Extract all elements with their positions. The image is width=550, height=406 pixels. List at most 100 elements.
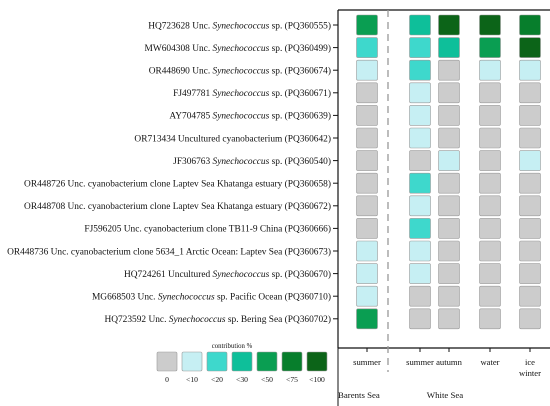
row-label: OR448736 Unc. cyanobacterium clone 5634_… bbox=[7, 246, 331, 257]
group-label: Barents Sea bbox=[338, 390, 380, 400]
column-label: summer bbox=[406, 357, 434, 367]
column-label: autumn bbox=[436, 357, 462, 367]
heatmap-cell bbox=[438, 195, 460, 217]
heatmap-cell bbox=[409, 172, 431, 194]
row-label-part: OR448736 Unc. cyanobacterium clone 5634_… bbox=[7, 246, 331, 257]
row-label-part: FJ596205 Unc. cyanobacterium clone TB11-… bbox=[84, 224, 331, 235]
legend-label: 0 bbox=[165, 375, 169, 384]
legend-label: <75 bbox=[286, 375, 298, 384]
row-label-part: Synechococcus bbox=[213, 21, 270, 31]
row-label-part: JF306763 bbox=[173, 157, 212, 167]
row-label-part: Synechococcus bbox=[158, 293, 215, 303]
legend-swatch bbox=[206, 351, 228, 372]
heatmap-cell bbox=[519, 285, 541, 307]
row-label: OR448690 Unc. Synechococcus sp. (PQ36067… bbox=[149, 66, 331, 77]
row-label: AY704785 Synechococcus sp. (PQ360639) bbox=[169, 111, 331, 122]
heatmap-cell bbox=[438, 285, 460, 307]
row-label-part: sp. (PQ360540) bbox=[269, 156, 331, 167]
heatmap-cell bbox=[409, 127, 431, 149]
row-label-part: OR448708 Unc. cyanobacterium clone Lapte… bbox=[24, 201, 331, 212]
heatmap-cell bbox=[479, 218, 501, 239]
legend-swatch bbox=[231, 351, 253, 372]
heatmap-cell bbox=[519, 14, 541, 36]
heatmap-cell bbox=[479, 82, 501, 104]
row-label-part: Synechococcus bbox=[213, 270, 270, 280]
row-label-part: sp. (PQ360674) bbox=[269, 66, 331, 77]
heatmap-cell bbox=[409, 14, 431, 36]
heatmap-cell bbox=[519, 37, 541, 58]
heatmap-cell bbox=[356, 105, 378, 126]
heatmap-cell bbox=[479, 14, 501, 36]
legend-label: <100 bbox=[309, 375, 325, 384]
heatmap-cell bbox=[409, 150, 431, 171]
row-label-part: Synechococcus bbox=[169, 315, 226, 325]
heatmap-cell bbox=[356, 263, 378, 284]
heatmap-cell bbox=[438, 218, 460, 239]
heatmap-cell bbox=[409, 105, 431, 126]
column-label: water bbox=[480, 357, 499, 367]
heatmap-cell bbox=[409, 285, 431, 307]
column-label: winter bbox=[519, 368, 541, 378]
row-label-part: sp. Pacific Ocean (PQ360710) bbox=[215, 292, 331, 303]
heatmap-cell bbox=[479, 127, 501, 149]
heatmap-cell bbox=[356, 285, 378, 307]
row-label: HQ723592 Unc. Synechococcus sp. Bering S… bbox=[104, 314, 331, 325]
legend-swatch bbox=[306, 351, 328, 372]
heatmap-cell bbox=[438, 240, 460, 262]
row-label-part: sp. (PQ360555) bbox=[269, 20, 331, 31]
heatmap-cell bbox=[519, 82, 541, 104]
heatmap-cell bbox=[519, 59, 541, 81]
row-label-part: HQ724261 Uncultured bbox=[124, 270, 213, 280]
heatmap-cell bbox=[356, 240, 378, 262]
heatmap-cell bbox=[356, 59, 378, 81]
heatmap-cell bbox=[438, 127, 460, 149]
heatmap-cell bbox=[356, 218, 378, 239]
heatmap-cell bbox=[438, 150, 460, 171]
group-labels: Barents Sea White Sea bbox=[338, 390, 463, 400]
row-label: OR713434 Uncultured cyanobacterium (PQ36… bbox=[134, 133, 331, 144]
row-label-part: Synechococcus bbox=[213, 44, 270, 54]
row-label: MG668503 Unc. Synechococcus sp. Pacific … bbox=[92, 292, 331, 303]
row-label: FJ596205 Unc. cyanobacterium clone TB11-… bbox=[84, 224, 331, 235]
heatmap-cell bbox=[438, 308, 460, 330]
row-label-part: OR448690 Unc. bbox=[149, 67, 213, 77]
axes bbox=[337, 9, 550, 406]
heatmap-cell bbox=[479, 37, 501, 58]
heatmap-cell bbox=[409, 59, 431, 81]
heatmap-cell bbox=[479, 240, 501, 262]
heatmap-cell bbox=[356, 195, 378, 217]
row-label: OR448708 Unc. cyanobacterium clone Lapte… bbox=[24, 201, 331, 212]
row-label-part: OR448726 Unc. cyanobacterium clone Lapte… bbox=[24, 179, 331, 190]
heatmap-cell bbox=[479, 105, 501, 126]
row-label-part: sp. (PQ360671) bbox=[269, 88, 331, 99]
row-label-part: sp. (PQ360670) bbox=[269, 269, 331, 280]
heatmap-cell bbox=[479, 285, 501, 307]
heatmap-cell bbox=[356, 172, 378, 194]
row-label-part: Synechococcus bbox=[213, 157, 270, 167]
heatmap-cell bbox=[479, 195, 501, 217]
heatmap-cell bbox=[519, 172, 541, 194]
row-label-part: sp. (PQ360639) bbox=[269, 111, 331, 122]
legend-swatch bbox=[156, 351, 178, 372]
heatmap-cell bbox=[479, 150, 501, 171]
legend-label: <50 bbox=[261, 375, 273, 384]
heatmap-cells bbox=[356, 14, 541, 330]
heatmap-cell bbox=[479, 308, 501, 330]
column-label: summer bbox=[353, 357, 381, 367]
legend-swatch bbox=[281, 351, 303, 372]
row-label-part: HQ723628 Unc. bbox=[148, 21, 212, 31]
row-label-part: FJ497781 bbox=[173, 89, 212, 99]
heatmap-cell bbox=[438, 37, 460, 58]
heatmap-cell bbox=[519, 218, 541, 239]
heatmap-cell bbox=[438, 105, 460, 126]
row-label: HQ724261 Uncultured Synechococcus sp. (P… bbox=[124, 269, 331, 280]
row-label: HQ723628 Unc. Synechococcus sp. (PQ36055… bbox=[148, 20, 331, 31]
heatmap-cell bbox=[409, 37, 431, 58]
heatmap-cell bbox=[519, 105, 541, 126]
row-label: JF306763 Synechococcus sp. (PQ360540) bbox=[173, 156, 331, 167]
row-label-part: AY704785 bbox=[169, 112, 212, 122]
heatmap-cell bbox=[409, 82, 431, 104]
legend: contribution % 0 <10 <20 <30 <50 <75 <100 bbox=[156, 343, 328, 384]
